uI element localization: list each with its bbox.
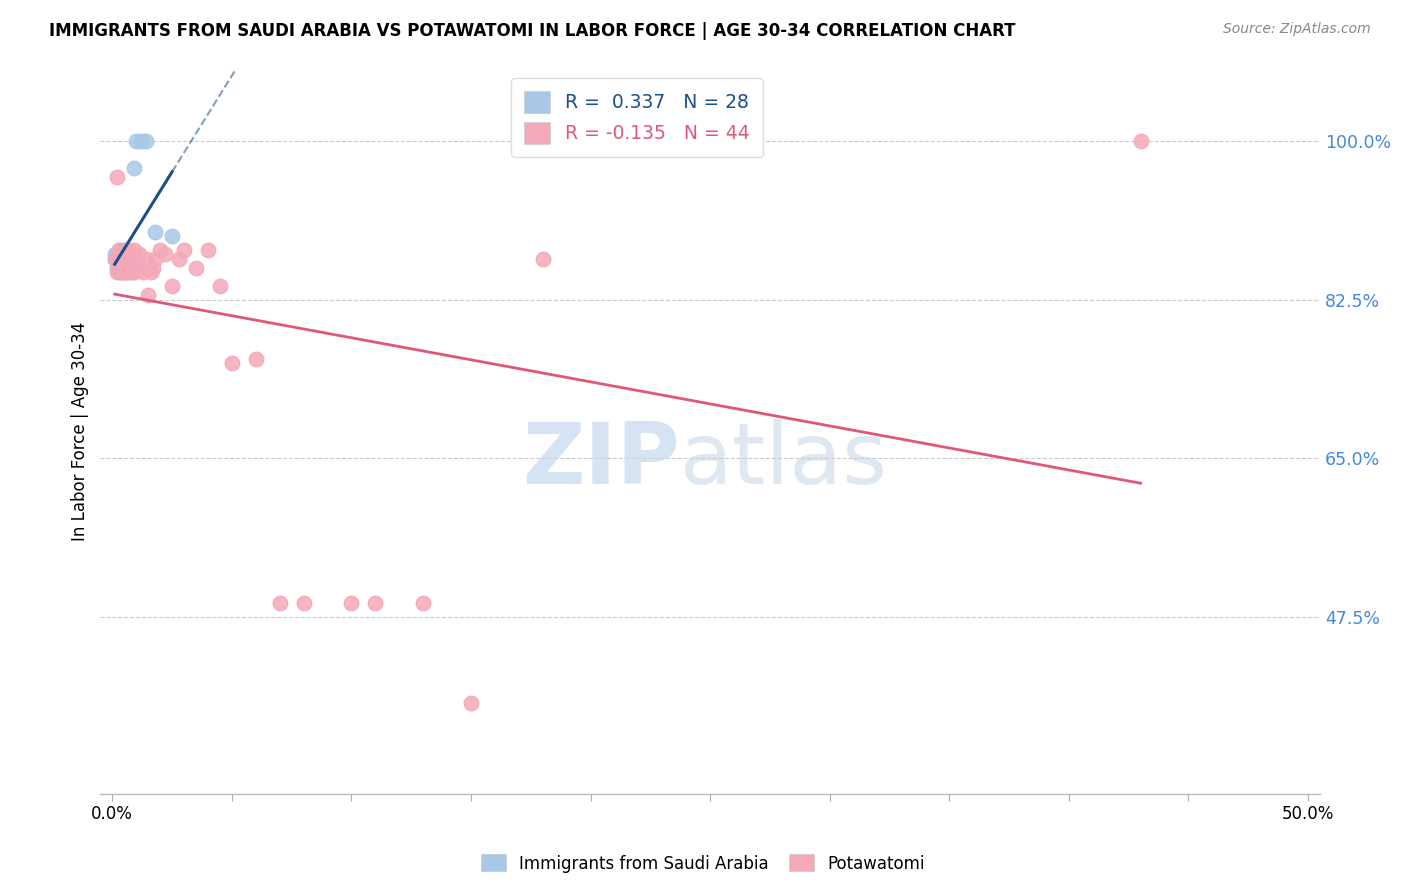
Point — [142, 260, 165, 275]
Point — [105, 260, 128, 275]
Point — [221, 356, 243, 370]
Point — [269, 596, 291, 610]
Point — [111, 265, 134, 279]
Point — [340, 596, 363, 610]
Point — [245, 351, 267, 366]
Point — [111, 265, 134, 279]
Point — [173, 243, 195, 257]
Point — [122, 161, 145, 176]
Point — [111, 260, 134, 275]
Point — [160, 229, 183, 244]
Point — [120, 265, 142, 279]
Text: ZIP: ZIP — [522, 418, 679, 501]
Point — [184, 260, 207, 275]
Point — [129, 260, 152, 275]
Legend: R =  0.337   N = 28, R = -0.135   N = 44: R = 0.337 N = 28, R = -0.135 N = 44 — [510, 78, 763, 157]
Point — [120, 252, 142, 266]
Point — [115, 265, 138, 279]
Point — [111, 247, 134, 261]
Point — [143, 252, 166, 266]
Point — [118, 260, 141, 275]
Point — [108, 243, 131, 257]
Point — [120, 265, 142, 279]
Point — [118, 243, 141, 257]
Point — [108, 243, 131, 257]
Point — [143, 225, 166, 239]
Point — [105, 247, 128, 261]
Point — [104, 247, 127, 261]
Point — [104, 252, 127, 266]
Point — [104, 252, 127, 266]
Point — [122, 265, 145, 279]
Point — [111, 252, 134, 266]
Point — [364, 596, 387, 610]
Text: Source: ZipAtlas.com: Source: ZipAtlas.com — [1223, 22, 1371, 37]
Y-axis label: In Labor Force | Age 30-34: In Labor Force | Age 30-34 — [72, 321, 89, 541]
Legend: Immigrants from Saudi Arabia, Potawatomi: Immigrants from Saudi Arabia, Potawatomi — [474, 847, 932, 880]
Point — [531, 252, 554, 266]
Point — [208, 279, 231, 293]
Point — [139, 265, 162, 279]
Point — [115, 252, 138, 266]
Point — [197, 243, 219, 257]
Point — [108, 260, 131, 275]
Text: IMMIGRANTS FROM SAUDI ARABIA VS POTAWATOMI IN LABOR FORCE | AGE 30-34 CORRELATIO: IMMIGRANTS FROM SAUDI ARABIA VS POTAWATO… — [49, 22, 1015, 40]
Point — [108, 252, 131, 266]
Point — [129, 134, 152, 148]
Text: atlas: atlas — [679, 418, 887, 501]
Point — [105, 170, 128, 185]
Point — [112, 256, 135, 270]
Point — [118, 260, 141, 275]
Point — [136, 288, 159, 302]
Point — [108, 252, 131, 266]
Point — [112, 265, 135, 279]
Point — [128, 247, 150, 261]
Point — [122, 243, 145, 257]
Point — [135, 134, 157, 148]
Point — [135, 252, 157, 266]
Point — [108, 247, 131, 261]
Point — [169, 252, 191, 266]
Point — [1129, 134, 1152, 148]
Point — [132, 265, 155, 279]
Point — [115, 265, 138, 279]
Point — [460, 696, 482, 710]
Point — [112, 243, 135, 257]
Point — [149, 243, 172, 257]
Point — [118, 252, 141, 266]
Point — [111, 252, 134, 266]
Point — [112, 265, 135, 279]
Point — [125, 252, 148, 266]
Point — [108, 265, 131, 279]
Point — [292, 596, 315, 610]
Point — [105, 252, 128, 266]
Point — [160, 279, 183, 293]
Point — [112, 243, 135, 257]
Point — [153, 247, 176, 261]
Point — [412, 596, 434, 610]
Point — [125, 134, 148, 148]
Point — [115, 252, 138, 266]
Point — [105, 265, 128, 279]
